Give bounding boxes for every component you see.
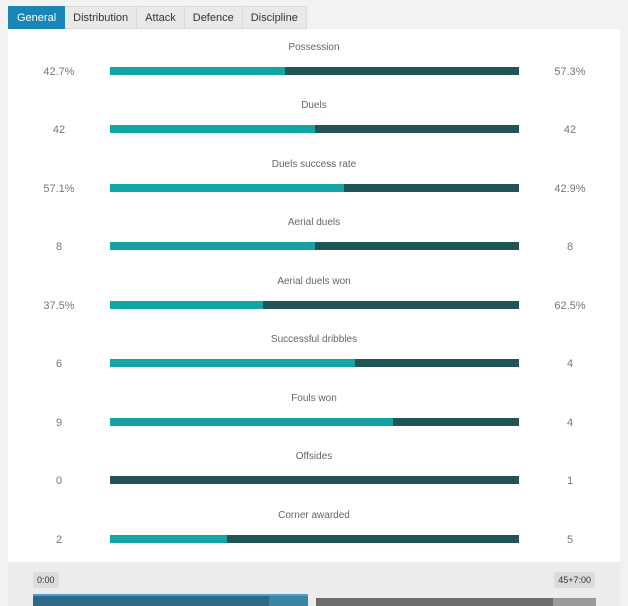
home-value: 2	[55, 534, 63, 546]
comparison-bar	[110, 418, 519, 426]
away-value: 1	[566, 475, 574, 487]
home-value: 37.5%	[43, 300, 75, 312]
stat-row-aerial-duels: Aerial duels 8 8	[8, 204, 620, 262]
away-value: 62.5%	[554, 300, 586, 312]
home-value: 42	[52, 124, 66, 136]
tab-discipline[interactable]: Discipline	[242, 6, 307, 29]
home-value: 6	[55, 358, 63, 370]
timeline-track[interactable]	[33, 594, 596, 606]
timeline-home-segment-end	[269, 596, 308, 606]
stat-label: Duels	[301, 100, 327, 111]
home-value: 0	[55, 475, 63, 487]
away-value: 42	[563, 124, 577, 136]
home-bar-fill	[110, 125, 315, 133]
match-timeline[interactable]: 0:00 45+7:00	[8, 562, 620, 606]
stat-label: Aerial duels	[287, 217, 341, 228]
timeline-progress-line	[33, 594, 308, 596]
home-bar-fill	[110, 301, 264, 309]
home-bar-fill	[110, 184, 344, 192]
comparison-bar	[110, 242, 519, 250]
timeline-start-time: 0:00	[33, 572, 59, 588]
home-bar-fill	[110, 359, 356, 367]
stat-row-corner-awarded: Corner awarded 2 5	[8, 497, 620, 555]
away-value: 42.9%	[554, 183, 586, 195]
comparison-bar	[110, 301, 519, 309]
tab-general[interactable]: General	[8, 6, 66, 29]
stat-label: Successful dribbles	[270, 334, 358, 345]
timeline-away-segment	[316, 598, 553, 606]
tab-attack[interactable]: Attack	[137, 6, 185, 29]
home-value: 42.7%	[43, 66, 75, 78]
comparison-bar	[110, 359, 519, 367]
tab-defence[interactable]: Defence	[184, 6, 243, 29]
comparison-bar	[110, 67, 519, 75]
home-bar-fill	[110, 67, 285, 75]
stat-row-successful-dribbles: Successful dribbles 6 4	[8, 321, 620, 379]
timeline-end-time: 45+7:00	[554, 572, 595, 588]
comparison-bar	[110, 125, 519, 133]
comparison-bar	[110, 476, 519, 484]
away-value: 4	[566, 417, 574, 429]
home-value: 9	[55, 417, 63, 429]
stat-label: Corner awarded	[278, 510, 350, 521]
stat-label: Aerial duels won	[277, 276, 351, 287]
home-bar-fill	[110, 535, 227, 543]
away-value: 8	[566, 241, 574, 253]
comparison-bar	[110, 184, 519, 192]
home-bar-fill	[110, 242, 315, 250]
away-value: 57.3%	[554, 66, 586, 78]
stat-row-duels: Duels 42 42	[8, 87, 620, 145]
away-value: 5	[566, 534, 574, 546]
home-value: 57.1%	[43, 183, 75, 195]
home-value: 8	[55, 241, 63, 253]
timeline-away-segment-end	[553, 598, 596, 606]
away-value: 4	[566, 358, 574, 370]
stats-panel: Possession 42.7% 57.3% Duels 42 42 Duels…	[8, 29, 620, 562]
comparison-bar	[110, 535, 519, 543]
stat-label: Duels success rate	[271, 159, 357, 170]
stat-label: Fouls won	[291, 393, 337, 404]
stat-row-aerial-duels-won: Aerial duels won 37.5% 62.5%	[8, 263, 620, 321]
home-bar-fill	[110, 418, 394, 426]
stat-row-fouls-won: Fouls won 9 4	[8, 380, 620, 438]
timeline-home-segment	[33, 596, 308, 606]
stat-row-possession: Possession 42.7% 57.3%	[8, 29, 620, 87]
stat-row-offsides: Offsides 0 1	[8, 438, 620, 496]
stats-tabs: General Distribution Attack Defence Disc…	[8, 6, 307, 29]
stat-label: Possession	[288, 42, 340, 53]
stat-label: Offsides	[295, 451, 333, 462]
tab-distribution[interactable]: Distribution	[65, 6, 138, 29]
stat-row-duels-success-rate: Duels success rate 57.1% 42.9%	[8, 146, 620, 204]
